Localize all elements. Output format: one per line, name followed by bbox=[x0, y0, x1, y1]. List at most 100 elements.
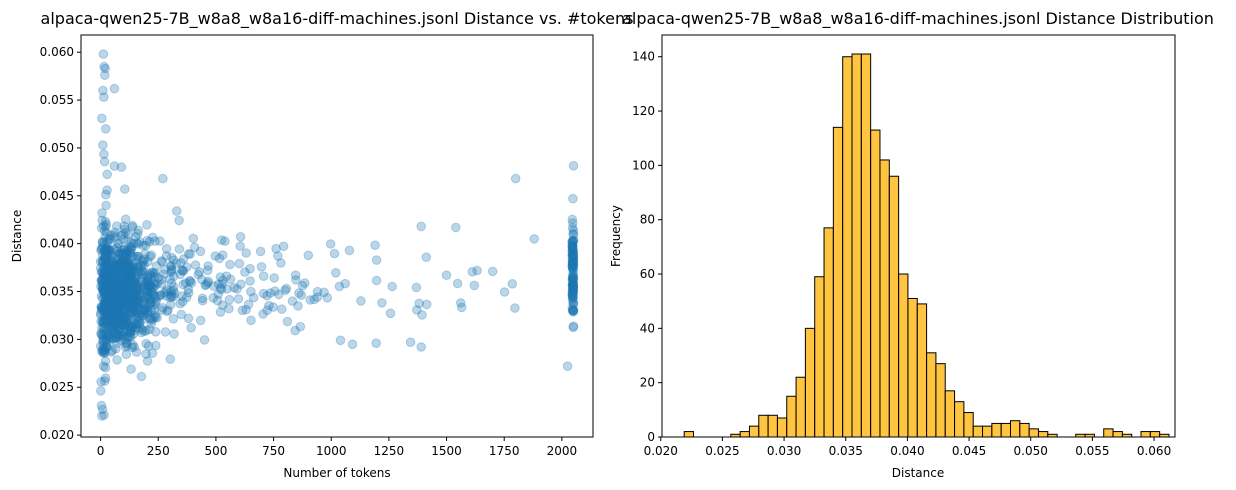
scatter-point bbox=[100, 356, 111, 366]
scatter-point bbox=[111, 294, 122, 305]
scatter-point bbox=[567, 264, 578, 274]
scatter-point bbox=[98, 279, 108, 290]
scatter-point bbox=[129, 317, 139, 328]
scatter-point bbox=[109, 281, 120, 291]
scatter-point bbox=[103, 237, 113, 247]
scatter-point bbox=[246, 315, 256, 326]
scatter-point bbox=[111, 286, 121, 297]
scatter-point bbox=[568, 273, 578, 284]
scatter-point bbox=[130, 318, 140, 329]
scatter-point bbox=[141, 240, 151, 251]
x-tick-label: 2000 bbox=[547, 444, 578, 458]
scatter-point bbox=[122, 248, 132, 258]
scatter-point bbox=[568, 270, 578, 281]
scatter-point bbox=[417, 310, 427, 320]
scatter-point bbox=[109, 305, 119, 315]
scatter-point bbox=[98, 284, 108, 294]
scatter-point bbox=[143, 277, 154, 288]
scatter-point bbox=[567, 214, 578, 225]
scatter-point bbox=[568, 248, 578, 259]
scatter-point bbox=[123, 303, 133, 313]
scatter-point bbox=[213, 279, 224, 290]
scatter-point bbox=[168, 282, 179, 292]
scatter-point bbox=[137, 266, 147, 276]
scatter-point bbox=[123, 288, 133, 299]
scatter-point bbox=[163, 305, 173, 316]
scatter-point bbox=[116, 330, 127, 340]
scatter-point bbox=[105, 257, 115, 267]
scatter-point bbox=[141, 338, 151, 349]
scatter-point bbox=[100, 297, 111, 307]
scatter-point bbox=[130, 275, 140, 286]
scatter-point bbox=[144, 324, 155, 335]
scatter-point bbox=[128, 295, 138, 305]
scatter-point bbox=[107, 288, 118, 298]
scatter-point bbox=[113, 253, 124, 264]
scatter-point bbox=[131, 284, 142, 295]
scatter-point bbox=[125, 260, 135, 271]
scatter-point bbox=[567, 289, 578, 300]
scatter-point bbox=[126, 271, 136, 281]
histogram-bar bbox=[1149, 431, 1161, 438]
scatter-point bbox=[113, 295, 123, 305]
scatter-point bbox=[123, 274, 133, 285]
scatter-point bbox=[567, 290, 578, 300]
scatter-point bbox=[123, 333, 133, 343]
scatter-point bbox=[123, 266, 133, 277]
scatter-point bbox=[111, 279, 121, 289]
scatter-point bbox=[113, 325, 124, 336]
scatter-point bbox=[151, 261, 162, 271]
scatter-point bbox=[117, 297, 127, 308]
scatter-point bbox=[146, 305, 156, 316]
scatter-point bbox=[136, 269, 147, 280]
scatter-point bbox=[145, 294, 155, 305]
scatter-point bbox=[103, 324, 114, 334]
scatter-point bbox=[98, 317, 109, 328]
scatter-point bbox=[105, 312, 116, 322]
scatter-point bbox=[160, 327, 171, 337]
histogram-bar bbox=[1103, 428, 1114, 438]
scatter-point bbox=[99, 348, 110, 359]
scatter-point bbox=[107, 284, 118, 294]
scatter-point bbox=[129, 278, 140, 289]
scatter-point bbox=[125, 323, 136, 333]
scatter-point bbox=[215, 307, 226, 317]
scatter-point bbox=[287, 296, 298, 306]
scatter-point bbox=[116, 295, 127, 306]
scatter-point bbox=[118, 285, 128, 296]
scatter-point bbox=[108, 312, 118, 322]
histogram-bar bbox=[842, 56, 853, 438]
scatter-point bbox=[128, 285, 139, 296]
scatter-point bbox=[165, 274, 175, 285]
scatter-point bbox=[114, 283, 125, 294]
scatter-point bbox=[133, 291, 144, 301]
scatter-point bbox=[116, 306, 127, 316]
scatter-point bbox=[105, 234, 115, 244]
scatter-point bbox=[127, 323, 138, 334]
scatter-point bbox=[101, 291, 111, 302]
scatter-point bbox=[96, 310, 106, 320]
scatter-point bbox=[100, 283, 111, 293]
scatter-point bbox=[568, 235, 579, 245]
scatter-point bbox=[112, 246, 122, 257]
scatter-point bbox=[568, 281, 579, 291]
scatter-point bbox=[102, 296, 112, 307]
scatter-point bbox=[112, 266, 122, 276]
scatter-point bbox=[103, 304, 114, 315]
scatter-point bbox=[168, 285, 179, 296]
scatter-point bbox=[120, 270, 131, 280]
scatter-point bbox=[110, 276, 121, 286]
scatter-point bbox=[160, 264, 170, 275]
histogram-bar bbox=[776, 417, 788, 438]
scatter-point bbox=[568, 286, 578, 297]
scatter-point bbox=[96, 267, 107, 278]
scatter-point bbox=[102, 250, 112, 261]
scatter-point bbox=[141, 276, 151, 287]
scatter-point bbox=[166, 264, 177, 275]
scatter-point bbox=[568, 321, 579, 332]
scatter-point bbox=[233, 294, 244, 304]
scatter-point bbox=[107, 286, 117, 297]
scatter-point bbox=[145, 298, 156, 308]
scatter-point bbox=[119, 313, 129, 324]
scatter-point bbox=[568, 279, 579, 289]
